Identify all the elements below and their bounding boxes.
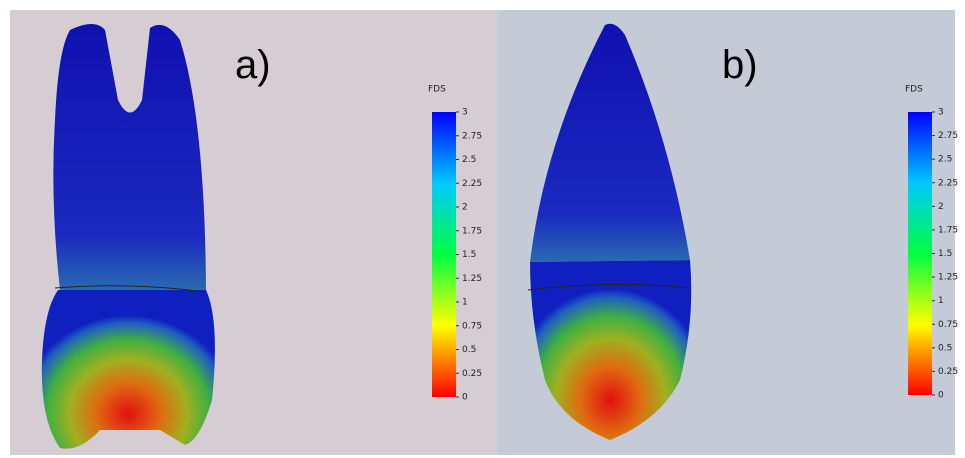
color-bar xyxy=(432,112,456,397)
tick-label: 0.75 xyxy=(462,321,482,331)
tick-label: 2.25 xyxy=(462,179,482,189)
tick-label: 1.5 xyxy=(938,249,952,259)
tick-label: 0.75 xyxy=(938,320,958,330)
color-bar xyxy=(908,112,932,395)
legend-title: FDS xyxy=(428,85,446,95)
tick-label: 1.25 xyxy=(938,273,958,283)
tick-label: 2.25 xyxy=(938,178,958,188)
tick-label: 1.75 xyxy=(938,225,958,235)
tick-label: 1.5 xyxy=(462,250,476,260)
tick-label: 1.25 xyxy=(462,274,482,284)
tick-label: 1.75 xyxy=(462,226,482,236)
tick-label: 2 xyxy=(938,202,944,212)
tick-label: 3 xyxy=(462,108,468,118)
tick-label: 0 xyxy=(938,391,944,401)
tick-label: 0 xyxy=(462,393,468,403)
tick-label: 2.5 xyxy=(462,155,476,165)
tick-label: 0.25 xyxy=(938,367,958,377)
panel-label: a) xyxy=(235,43,271,87)
tick-label: 2.5 xyxy=(938,155,952,165)
tick-label: 3 xyxy=(938,108,944,118)
tick-label: 0.25 xyxy=(462,369,482,379)
tick-label: 1 xyxy=(938,296,944,306)
legend-title: FDS xyxy=(905,85,923,95)
tick-label: 2.75 xyxy=(938,131,958,141)
tick-label: 2.75 xyxy=(462,131,482,141)
tick-label: 2 xyxy=(462,203,468,213)
tooth-a-root xyxy=(42,290,215,449)
tick-label: 1 xyxy=(462,298,468,308)
tick-label: 0.5 xyxy=(462,345,476,355)
tick-label: 0.5 xyxy=(938,343,952,353)
figure: a) b) FDS FDS 3 2.75 2.5 2.25 2 1.75 1.5 1.25 1 0… xyxy=(0,0,965,458)
panel-label: b) xyxy=(722,43,758,87)
